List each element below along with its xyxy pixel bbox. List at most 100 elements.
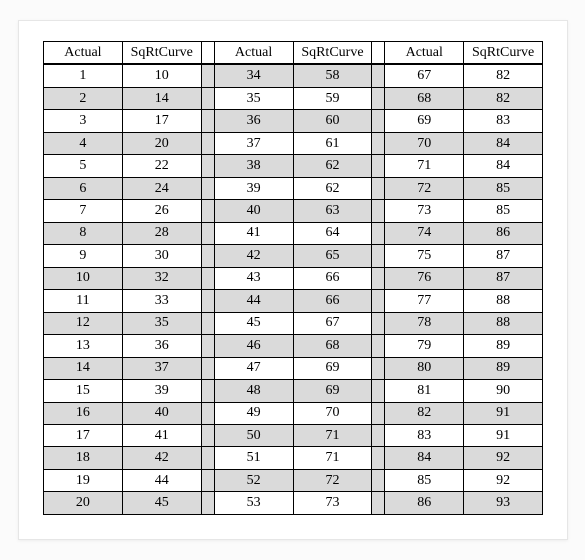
- cell-actual: 40: [215, 199, 294, 221]
- cell-sqrtcurve: 86: [464, 222, 542, 244]
- table-row: 4466: [215, 289, 372, 311]
- cell-sqrtcurve: 33: [123, 289, 201, 311]
- gap-cell: [201, 379, 215, 401]
- table-row: 420: [44, 132, 201, 154]
- gap-cell: [201, 222, 215, 244]
- table-row: 522: [44, 154, 201, 176]
- table-row: 4769: [215, 357, 372, 379]
- column-gap: [371, 42, 385, 514]
- gap-cell: [371, 312, 385, 334]
- cell-actual: 15: [44, 379, 123, 401]
- cell-sqrtcurve: 92: [464, 469, 542, 491]
- gap-cell: [201, 267, 215, 289]
- gap-cell: [201, 64, 215, 86]
- gap-cell: [371, 154, 385, 176]
- table-row: 8391: [385, 424, 542, 446]
- col-header-actual: Actual: [385, 42, 464, 64]
- cell-actual: 67: [385, 64, 464, 86]
- cell-actual: 6: [44, 177, 123, 199]
- cell-sqrtcurve: 72: [294, 469, 372, 491]
- table-row: 7587: [385, 244, 542, 266]
- cell-sqrtcurve: 89: [464, 334, 542, 356]
- cell-sqrtcurve: 85: [464, 199, 542, 221]
- table-row: 8291: [385, 402, 542, 424]
- table-column-group: ActualSqRtCurve1102143174205226247268289…: [44, 42, 201, 514]
- col-header-actual: Actual: [215, 42, 294, 64]
- cell-sqrtcurve: 65: [294, 244, 372, 266]
- cell-actual: 84: [385, 446, 464, 468]
- cell-actual: 78: [385, 312, 464, 334]
- gap-cell: [201, 244, 215, 266]
- cell-actual: 70: [385, 132, 464, 154]
- gap-cell: [371, 469, 385, 491]
- cell-sqrtcurve: 68: [294, 334, 372, 356]
- table-row: 1842: [44, 446, 201, 468]
- gap-cell: [201, 177, 215, 199]
- table-row: 6782: [385, 64, 542, 86]
- table-header-row: ActualSqRtCurve: [44, 42, 201, 64]
- table-row: 7285: [385, 177, 542, 199]
- gap-cell: [201, 109, 215, 131]
- gap-cell: [371, 177, 385, 199]
- cell-actual: 2: [44, 87, 123, 109]
- cell-actual: 12: [44, 312, 123, 334]
- cell-sqrtcurve: 89: [464, 357, 542, 379]
- cell-actual: 72: [385, 177, 464, 199]
- cell-sqrtcurve: 92: [464, 446, 542, 468]
- cell-actual: 14: [44, 357, 123, 379]
- gap-cell: [201, 42, 215, 64]
- cell-sqrtcurve: 82: [464, 64, 542, 86]
- cell-actual: 82: [385, 402, 464, 424]
- gap-cell: [371, 267, 385, 289]
- cell-sqrtcurve: 58: [294, 64, 372, 86]
- gap-cell: [201, 469, 215, 491]
- table-row: 4366: [215, 267, 372, 289]
- table-row: 1032: [44, 267, 201, 289]
- table-row: 110: [44, 64, 201, 86]
- gap-cell: [371, 132, 385, 154]
- cell-sqrtcurve: 40: [123, 402, 201, 424]
- cell-sqrtcurve: 61: [294, 132, 372, 154]
- cell-actual: 79: [385, 334, 464, 356]
- cell-actual: 13: [44, 334, 123, 356]
- col-header-sqrtcurve: SqRtCurve: [123, 42, 201, 64]
- cell-actual: 37: [215, 132, 294, 154]
- table-row: 1539: [44, 379, 201, 401]
- table-row: 1336: [44, 334, 201, 356]
- table-row: 4164: [215, 222, 372, 244]
- cell-sqrtcurve: 32: [123, 267, 201, 289]
- table-row: 3458: [215, 64, 372, 86]
- sqrt-curve-table: ActualSqRtCurve1102143174205226247268289…: [43, 41, 543, 515]
- col-header-sqrtcurve: SqRtCurve: [464, 42, 542, 64]
- cell-actual: 49: [215, 402, 294, 424]
- cell-sqrtcurve: 14: [123, 87, 201, 109]
- cell-sqrtcurve: 88: [464, 289, 542, 311]
- cell-actual: 35: [215, 87, 294, 109]
- table-row: 8592: [385, 469, 542, 491]
- gap-cell: [371, 289, 385, 311]
- table-row: 8492: [385, 446, 542, 468]
- cell-sqrtcurve: 64: [294, 222, 372, 244]
- gap-cell: [201, 402, 215, 424]
- cell-sqrtcurve: 45: [123, 491, 201, 513]
- cell-sqrtcurve: 66: [294, 289, 372, 311]
- cell-actual: 44: [215, 289, 294, 311]
- cell-sqrtcurve: 20: [123, 132, 201, 154]
- gap-cell: [371, 424, 385, 446]
- gap-cell: [201, 312, 215, 334]
- cell-actual: 43: [215, 267, 294, 289]
- cell-actual: 10: [44, 267, 123, 289]
- gap-cell: [201, 491, 215, 513]
- cell-actual: 34: [215, 64, 294, 86]
- cell-sqrtcurve: 42: [123, 446, 201, 468]
- cell-sqrtcurve: 41: [123, 424, 201, 446]
- table-row: 7385: [385, 199, 542, 221]
- table-row: 1640: [44, 402, 201, 424]
- table-row: 7184: [385, 154, 542, 176]
- cell-actual: 74: [385, 222, 464, 244]
- gap-cell: [371, 244, 385, 266]
- cell-actual: 86: [385, 491, 464, 513]
- table-row: 4063: [215, 199, 372, 221]
- cell-actual: 48: [215, 379, 294, 401]
- table-row: 726: [44, 199, 201, 221]
